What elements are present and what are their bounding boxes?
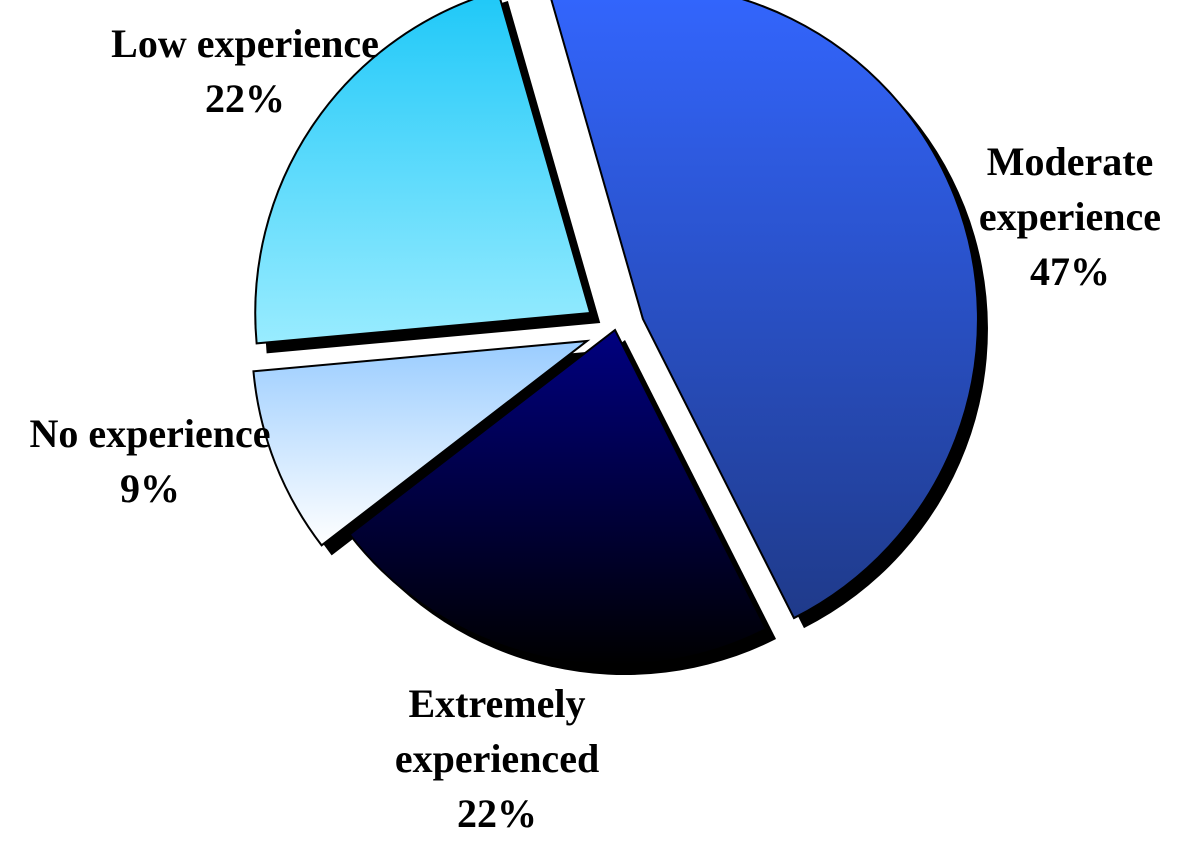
- slice-category-label: experience: [979, 194, 1161, 239]
- slice-category-label: No experience: [29, 411, 270, 456]
- pie-slices: [252, 0, 988, 676]
- slice-category-label: experienced: [395, 736, 599, 781]
- slice-category-label: Moderate: [987, 139, 1154, 184]
- slice-label-moderate-experience: Moderate experience 47%: [979, 139, 1161, 294]
- slice-percent-label: 22%: [205, 76, 285, 121]
- slice-moderate-experience: [550, 0, 979, 620]
- slice-label-low-experience: Low experience 22%: [111, 21, 379, 121]
- slice-category-label: Extremely: [409, 681, 586, 726]
- slice-extremely-experienced: [348, 328, 768, 666]
- slice-low-experience: [254, 0, 592, 345]
- slice-percent-label: 22%: [457, 791, 537, 836]
- slice-category-label: Low experience: [111, 21, 379, 66]
- slice-no-experience: [252, 339, 591, 547]
- pie-labels: Moderate experience 47% Extremely experience…: [29, 21, 1161, 836]
- slice-percent-label: 9%: [120, 466, 180, 511]
- slice-percent-label: 47%: [1030, 249, 1110, 294]
- slice-label-extremely-experienced: Extremely experienced 22%: [395, 681, 599, 836]
- slice-label-no-experience: No experience 9%: [29, 411, 270, 511]
